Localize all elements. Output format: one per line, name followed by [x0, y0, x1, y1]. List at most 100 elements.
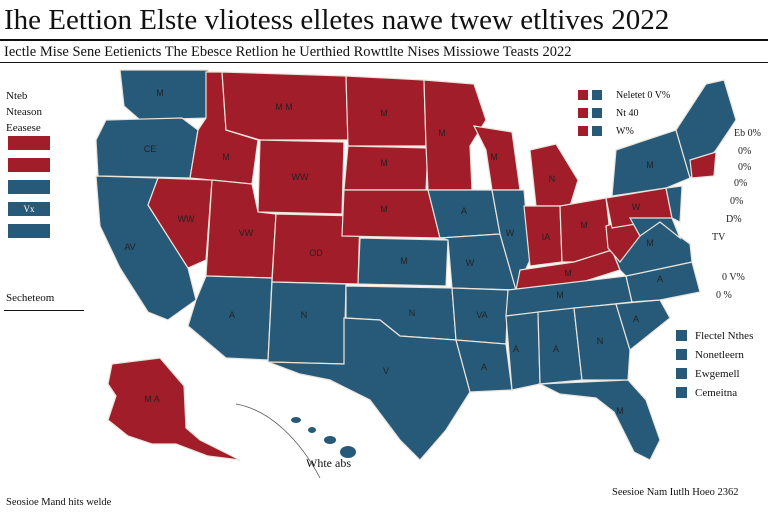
legend-top-blue — [592, 90, 602, 100]
state-ga — [573, 303, 631, 381]
state-wa — [119, 69, 211, 121]
state-wy — [257, 139, 345, 215]
legend-right-row: Nonetleern — [676, 345, 753, 364]
state-nj — [665, 185, 683, 223]
state-mn — [423, 79, 487, 191]
legend-top-red — [578, 126, 588, 136]
hawaii-inset-line — [235, 403, 321, 479]
label-ky: M — [564, 268, 572, 278]
legend-top-label-3: W% — [616, 125, 634, 137]
label-pa: W — [632, 202, 641, 212]
label-sc: A — [633, 314, 639, 324]
hawaii-islands — [291, 417, 356, 458]
legend-right-swatch — [676, 330, 687, 341]
ne-percent-6: D% — [726, 214, 742, 225]
legend-right-swatch — [676, 387, 687, 398]
label-il: W — [506, 228, 515, 238]
legend-swatch-red-2 — [8, 158, 50, 172]
legend-right-label-1: Flectel Nthes — [695, 329, 754, 342]
legend-right-row: Cemeitna — [676, 383, 753, 402]
legend-right-swatch — [676, 368, 687, 379]
label-ny: M — [646, 160, 654, 170]
legend-left-label-2: Nteason — [6, 106, 43, 118]
label-in: IA — [542, 232, 551, 242]
legend-top-row: Nt 40 — [578, 104, 670, 122]
legend-top-red — [578, 90, 588, 100]
ne-percent-5: 0% — [730, 196, 744, 207]
legend-right: Flectel Nthes Nonetleern Ewgemell Cemeit… — [676, 326, 753, 402]
state-az — [187, 275, 273, 361]
label-wy: WW — [292, 172, 309, 182]
label-ne: M — [380, 204, 388, 214]
state-ne-states — [675, 79, 737, 180]
legend-right-row: Flectel Nthes — [676, 326, 753, 345]
label-tx: V — [383, 366, 389, 376]
label-az: A — [229, 310, 235, 320]
label-la: A — [481, 362, 487, 372]
state-ny — [611, 129, 691, 197]
title-rule — [0, 39, 768, 41]
legend-top-label-2: Nt 40 — [616, 107, 639, 119]
label-co: OD — [309, 248, 323, 258]
legend-swatch-red-1 — [8, 136, 50, 150]
state-ks — [357, 237, 449, 287]
state-ne — [341, 189, 441, 239]
state-tx — [267, 317, 471, 461]
state-mi — [529, 143, 579, 207]
legend-top-red — [578, 108, 588, 118]
ne-percent-7: TV — [712, 232, 726, 243]
legend-right-label-3: Ewgemell — [695, 367, 740, 380]
label-mo: W — [466, 258, 475, 268]
legend-left: Nteb Nteason Eeasese Vx — [6, 88, 80, 246]
label-ca: AV — [124, 242, 135, 252]
ne-percent-2: 0% — [738, 146, 752, 157]
legend-right-row: Ewgemell — [676, 364, 753, 383]
legend-left-label-3: Eeasese — [6, 122, 41, 134]
label-fl: M — [616, 406, 624, 416]
state-ms — [505, 311, 541, 391]
label-mn: M — [438, 128, 446, 138]
map-subtitle: Iectle Mise Sene Eetienicts The Ebesce R… — [4, 44, 572, 60]
label-al: A — [553, 344, 559, 354]
legend-top-blue — [592, 108, 602, 118]
ne-percent-8: 0 V% — [722, 272, 745, 283]
state-ma — [689, 151, 717, 179]
label-id: M — [222, 152, 230, 162]
legend-top-row: W% — [578, 122, 670, 140]
label-mi: N — [549, 174, 556, 184]
note-bottom-left: Seosioe Mand hits welde — [6, 497, 112, 508]
state-nm — [267, 281, 347, 365]
label-ks: M — [400, 256, 408, 266]
note-bottom-right: Seesioe Nam Iutlh Hoeo 2362 — [612, 487, 739, 498]
ne-percent-4: 0% — [734, 178, 748, 189]
legend-swatch-blue-2: Vx — [8, 202, 50, 216]
legend-right-label-4: Cemeitna — [695, 386, 738, 399]
legend-top-row: Neletet 0 V% — [578, 86, 670, 104]
map-title: Ihe Eettion Elste vliotess elletes nawe … — [4, 4, 670, 36]
label-mt: M M — [275, 102, 293, 112]
label-nc: A — [657, 274, 663, 284]
legend-left-rule — [4, 310, 84, 311]
label-wa: M — [156, 88, 164, 98]
label-or: CE — [144, 144, 157, 154]
state-sd — [343, 145, 429, 191]
label-ia: A — [461, 206, 467, 216]
legend-left-bottom: Secheteom — [6, 292, 55, 304]
label-ok: N — [409, 308, 416, 318]
legend-top-blue — [592, 126, 602, 136]
label-oh: M — [580, 220, 588, 230]
label-ak: M A — [144, 394, 160, 404]
legend-top: Neletet 0 V% Nt 40 W% — [578, 86, 670, 140]
label-wi: M — [490, 152, 498, 162]
state-md — [628, 217, 682, 240]
state-mt — [221, 71, 349, 141]
ne-percent-9: 0 % — [716, 290, 732, 301]
label-nm: N — [301, 310, 308, 320]
label-va: M — [646, 238, 654, 248]
label-sd: M — [380, 158, 388, 168]
label-ms: A — [513, 344, 519, 354]
legend-right-swatch — [676, 349, 687, 360]
label-ut: VW — [239, 228, 254, 238]
us-election-map: M CE AV WW M M M WW VW OD A N M M M M N … — [95, 69, 737, 479]
ne-percent-3: 0% — [738, 162, 752, 173]
